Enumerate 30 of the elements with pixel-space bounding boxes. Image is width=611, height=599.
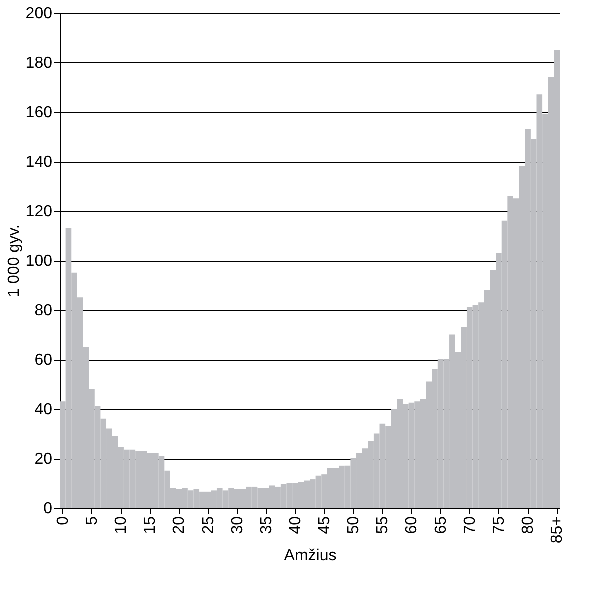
x-tick-label: 85+ bbox=[549, 516, 566, 544]
y-tick-label: 200 bbox=[26, 6, 53, 22]
x-tick-label: 15 bbox=[142, 516, 160, 534]
x-tick-label: 80 bbox=[520, 516, 538, 534]
x-tick-label: 25 bbox=[200, 516, 218, 534]
x-tick-label: 70 bbox=[462, 516, 479, 534]
x-tick-label: 65 bbox=[432, 516, 450, 534]
y-tick-label: 60 bbox=[34, 352, 53, 369]
y-axis-title: 1 000 gyv. bbox=[6, 224, 23, 298]
y-tick-label: 120 bbox=[26, 204, 53, 220]
x-tick-label: 0 bbox=[54, 516, 72, 526]
y-tick-label: 100 bbox=[26, 253, 53, 270]
x-tick-label: 5 bbox=[84, 516, 101, 526]
y-tick-label: 20 bbox=[34, 451, 53, 468]
x-tick-label: 35 bbox=[258, 516, 276, 534]
x-tick-label: 40 bbox=[287, 516, 304, 534]
x-tick-label: 60 bbox=[404, 516, 421, 534]
x-axis-title: Amžius bbox=[284, 548, 337, 565]
x-tick-label: 20 bbox=[171, 516, 188, 534]
x-tick-label: 30 bbox=[229, 516, 246, 534]
x-tick-label: 45 bbox=[316, 516, 334, 534]
y-tick-label: 160 bbox=[26, 104, 53, 122]
x-tick-label: 10 bbox=[113, 516, 130, 534]
x-tick-label: 50 bbox=[346, 516, 363, 534]
y-tick-label: 40 bbox=[34, 402, 53, 418]
x-tick-label: 75 bbox=[490, 516, 508, 534]
y-tick-label: 140 bbox=[26, 154, 53, 171]
y-tick-label: 180 bbox=[26, 55, 53, 72]
y-tick-label: 80 bbox=[34, 302, 53, 320]
x-tick-label: 55 bbox=[374, 516, 392, 534]
